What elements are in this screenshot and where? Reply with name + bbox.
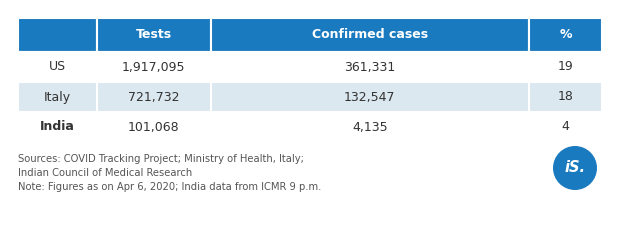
Bar — [529, 112, 602, 142]
Bar — [529, 18, 602, 52]
Bar — [97, 18, 211, 52]
Bar — [18, 82, 97, 112]
Text: Note: Figures as on Apr 6, 2020; India data from ICMR 9 p.m.: Note: Figures as on Apr 6, 2020; India d… — [18, 182, 321, 192]
Bar — [211, 52, 529, 82]
Text: %: % — [559, 28, 572, 41]
Text: 721,732: 721,732 — [128, 90, 180, 104]
Text: 4: 4 — [562, 120, 569, 134]
Bar — [97, 82, 211, 112]
Text: iS.: iS. — [564, 161, 585, 175]
Text: 19: 19 — [557, 60, 574, 74]
Text: 18: 18 — [557, 90, 574, 104]
Bar — [529, 82, 602, 112]
Text: US: US — [49, 60, 66, 74]
Text: 4,135: 4,135 — [352, 120, 388, 134]
Text: India: India — [40, 120, 75, 134]
Text: Sources: COVID Tracking Project; Ministry of Health, Italy;: Sources: COVID Tracking Project; Ministr… — [18, 154, 304, 164]
Text: 101,068: 101,068 — [128, 120, 180, 134]
Bar — [18, 18, 97, 52]
Text: Confirmed cases: Confirmed cases — [312, 28, 428, 41]
Bar — [211, 112, 529, 142]
Bar — [97, 52, 211, 82]
Text: 132,547: 132,547 — [344, 90, 396, 104]
Text: 1,917,095: 1,917,095 — [122, 60, 185, 74]
Text: Italy: Italy — [44, 90, 71, 104]
Bar — [211, 18, 529, 52]
Text: Indian Council of Medical Research: Indian Council of Medical Research — [18, 168, 192, 178]
Bar — [18, 112, 97, 142]
Bar — [97, 112, 211, 142]
Text: 361,331: 361,331 — [344, 60, 396, 74]
Bar — [211, 82, 529, 112]
Ellipse shape — [553, 146, 597, 190]
Bar — [529, 52, 602, 82]
Text: Tests: Tests — [136, 28, 172, 41]
Bar — [18, 52, 97, 82]
